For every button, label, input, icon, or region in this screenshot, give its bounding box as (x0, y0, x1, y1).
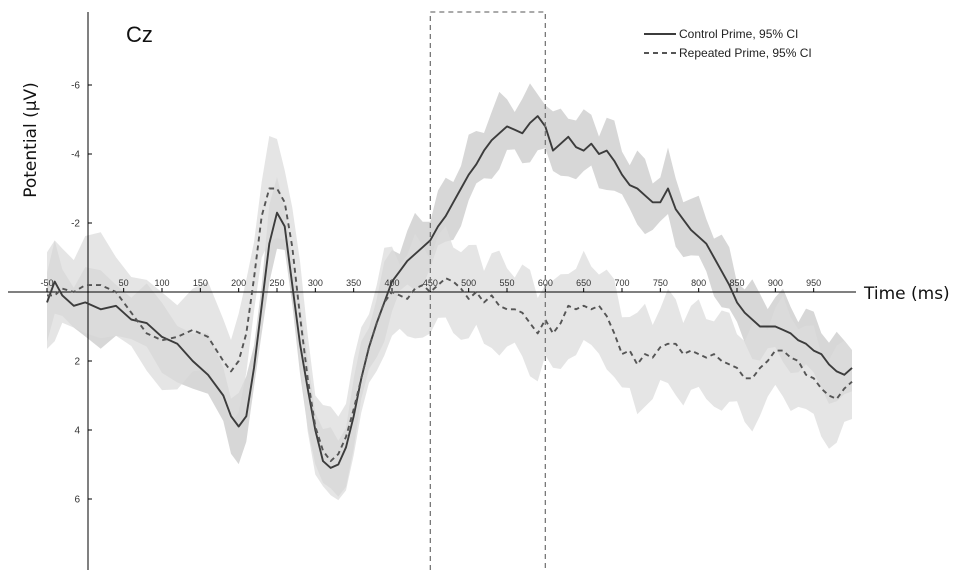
x-tick-label: 600 (538, 278, 553, 288)
y-tick-label: 2 (74, 357, 80, 368)
x-tick-label: 650 (576, 278, 591, 288)
y-axis-title: Potential (µV) (21, 82, 41, 198)
series-lines (46, 115, 853, 469)
x-tick-label: 750 (653, 278, 668, 288)
x-tick-label: 200 (231, 278, 246, 288)
y-tick-label: 6 (74, 495, 80, 506)
electrode-label: Cz (126, 22, 153, 47)
y-tick-label: -6 (71, 81, 80, 92)
x-tick-label: 450 (423, 278, 438, 288)
x-tick-label: 900 (768, 278, 783, 288)
x-tick-label: 150 (193, 278, 208, 288)
legend-repeated-label: Repeated Prime, 95% CI (679, 46, 812, 60)
x-tick-label: 250 (269, 278, 284, 288)
x-tick-label: 850 (729, 278, 744, 288)
x-tick-label: 500 (461, 278, 476, 288)
y-tick-label: -4 (71, 150, 80, 161)
analysis-window-box (429, 11, 546, 570)
y-ticks: -6 -4 -2 2 4 6 (71, 81, 92, 506)
series-line-control (46, 115, 853, 469)
x-tick-label: 950 (806, 278, 821, 288)
x-tick-label: 550 (499, 278, 514, 288)
y-tick-label: 4 (74, 426, 80, 437)
series-line-repeated (47, 187, 853, 463)
legend-control-label: Control Prime, 95% CI (679, 27, 798, 41)
y-tick-label: -2 (71, 219, 80, 230)
x-tick-label: 50 (119, 278, 129, 288)
ci-band-control (47, 83, 852, 497)
axes (8, 12, 856, 570)
x-tick-label: -50 (40, 278, 53, 288)
ci-band-repeated (47, 136, 852, 501)
x-tick-label: 800 (691, 278, 706, 288)
x-tick-label: 700 (614, 278, 629, 288)
x-tick-label: 100 (154, 278, 169, 288)
legend: Control Prime, 95% CI Repeated Prime, 95… (644, 27, 812, 60)
x-axis-title: Time (ms) (863, 284, 950, 304)
x-tick-label: 350 (346, 278, 361, 288)
x-tick-label: 300 (308, 278, 323, 288)
confidence-bands (47, 83, 852, 501)
